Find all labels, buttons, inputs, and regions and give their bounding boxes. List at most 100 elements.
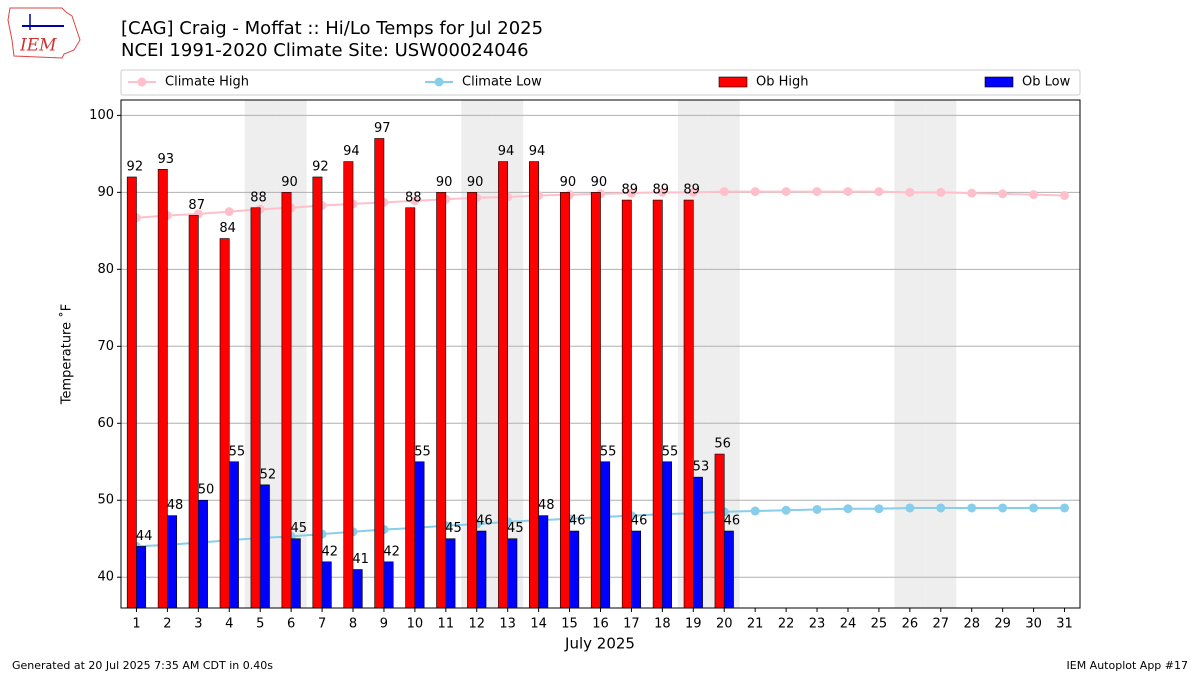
data-label: 45 [445,521,462,536]
point [967,188,977,198]
data-label: 42 [383,544,400,559]
data-label: 46 [724,514,741,529]
bar [219,238,230,609]
data-label: 45 [291,521,308,536]
point [1060,190,1070,200]
x-tick-label: 10 [407,617,424,632]
legend-label: Ob High [756,75,809,90]
data-label: 55 [600,444,617,459]
bar [652,199,663,609]
point [998,503,1008,513]
data-label: 53 [693,460,710,475]
data-label: 46 [631,514,648,529]
bar [352,569,363,609]
bar [383,561,394,609]
x-tick-label: 26 [902,617,919,632]
bar [405,207,416,609]
logo-text: IEM [19,36,57,56]
point [626,188,636,198]
bar [157,168,168,609]
data-label: 89 [622,183,639,198]
bar [467,192,478,609]
bar [436,192,447,609]
bar [662,461,672,609]
data-label: 90 [281,175,298,190]
bar [683,199,694,609]
data-label: 48 [538,498,555,513]
data-label: 88 [250,190,267,205]
logo: IEM [7,7,81,59]
data-label: 90 [591,175,608,190]
bar [343,161,354,609]
y-axis-label: Temperature ˚F [59,304,75,405]
bar [136,546,147,609]
data-label: 93 [157,152,174,167]
data-label: 55 [414,444,431,459]
bar [188,215,199,609]
x-tick-label: 29 [994,617,1011,632]
data-label: 55 [662,444,679,459]
point [750,506,760,516]
bar [476,530,487,609]
bar [559,192,570,609]
data-label: 94 [498,144,515,159]
point [874,504,884,514]
point [812,504,822,514]
point [905,503,915,513]
y-tick-label: 40 [97,570,114,585]
bar [167,515,177,609]
data-label: 52 [260,467,277,482]
logo-outline [7,7,81,59]
point [224,207,234,217]
bar [590,192,601,609]
footer-left: Generated at 20 Jul 2025 7:35 AM CDT in … [12,659,273,672]
legend-swatch [137,77,147,87]
bar [281,192,292,609]
point [657,187,667,197]
data-label: 97 [374,121,391,136]
point [905,187,915,197]
x-tick-label: 17 [623,617,640,632]
point [936,503,946,513]
point [410,196,420,206]
x-tick-label: 20 [716,617,733,632]
y-tick-label: 70 [97,339,114,354]
plot-frame [120,99,1081,609]
legend-frame [120,69,1081,96]
x-tick-label: 1 [132,617,140,632]
x-tick-label: 31 [1056,617,1073,632]
x-tick-label: 22 [778,617,795,632]
y-tick-label: 90 [97,185,114,200]
x-tick-label: 5 [256,617,264,632]
data-label: 87 [188,198,205,213]
y-tick-label: 80 [97,262,114,277]
x-tick-label: 9 [380,617,388,632]
x-tick-label: 30 [1025,617,1042,632]
point [874,187,884,197]
bar [631,530,642,609]
bar [259,484,270,609]
legend-swatch [434,77,444,87]
bar [569,530,580,609]
x-tick-label: 11 [438,617,455,632]
bar [321,561,332,609]
data-label: 46 [569,514,586,529]
point [967,503,977,513]
x-tick-label: 21 [747,617,764,632]
data-label: 90 [560,175,577,190]
point [781,505,791,515]
data-label: 92 [312,159,329,174]
x-tick-label: 24 [840,617,857,632]
data-label: 41 [352,552,369,567]
bar [621,199,632,609]
bar [228,461,239,609]
legend-swatch [984,76,1014,88]
point [1029,503,1039,513]
point [936,187,946,197]
data-label: 50 [198,483,215,498]
data-label: 89 [683,183,700,198]
point [750,187,760,197]
data-label: 45 [507,521,524,536]
data-label: 84 [219,221,236,236]
chart-subtitle: NCEI 1991-2020 Climate Site: USW00024046 [121,40,529,61]
